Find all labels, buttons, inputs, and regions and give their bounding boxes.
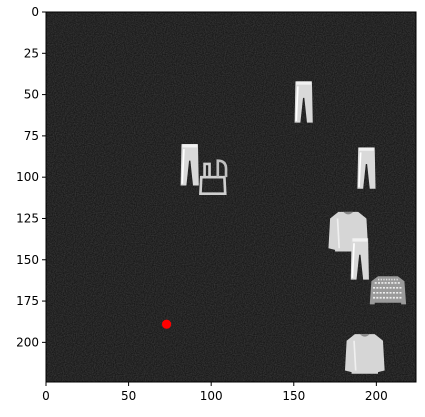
x-tick-label: 100 [200, 389, 223, 403]
pullover-patterned-item [369, 276, 407, 305]
x-tick-label: 200 [365, 389, 388, 403]
y-tick-label: 0 [31, 5, 39, 19]
y-tick-label: 175 [16, 294, 39, 308]
x-tick-label: 50 [121, 389, 136, 403]
trousers-item [294, 81, 313, 123]
y-tick-label: 50 [24, 88, 39, 102]
bag-item [199, 159, 228, 196]
marker-layer [161, 319, 172, 329]
x-tick-label: 150 [282, 389, 305, 403]
noise-texture [46, 12, 416, 382]
axes-frame [45, 11, 417, 383]
trousers-item [357, 147, 376, 189]
x-tick-label: 0 [42, 389, 50, 403]
red-marker [161, 319, 172, 329]
y-tick-label: 75 [24, 129, 39, 143]
y-axis-ticks: 0 25 50 75 100 125 150 175 200 [16, 5, 46, 349]
x-axis-ticks: 0 50 100 150 200 [42, 382, 388, 403]
y-tick-label: 100 [16, 170, 39, 184]
trousers-item [180, 144, 199, 186]
trousers-item [350, 238, 369, 280]
clothing-items [180, 81, 407, 374]
pullover-item [344, 334, 385, 374]
y-tick-label: 200 [16, 335, 39, 349]
y-tick-label: 125 [16, 211, 39, 225]
y-tick-label: 150 [16, 253, 39, 267]
y-tick-label: 25 [24, 46, 39, 60]
